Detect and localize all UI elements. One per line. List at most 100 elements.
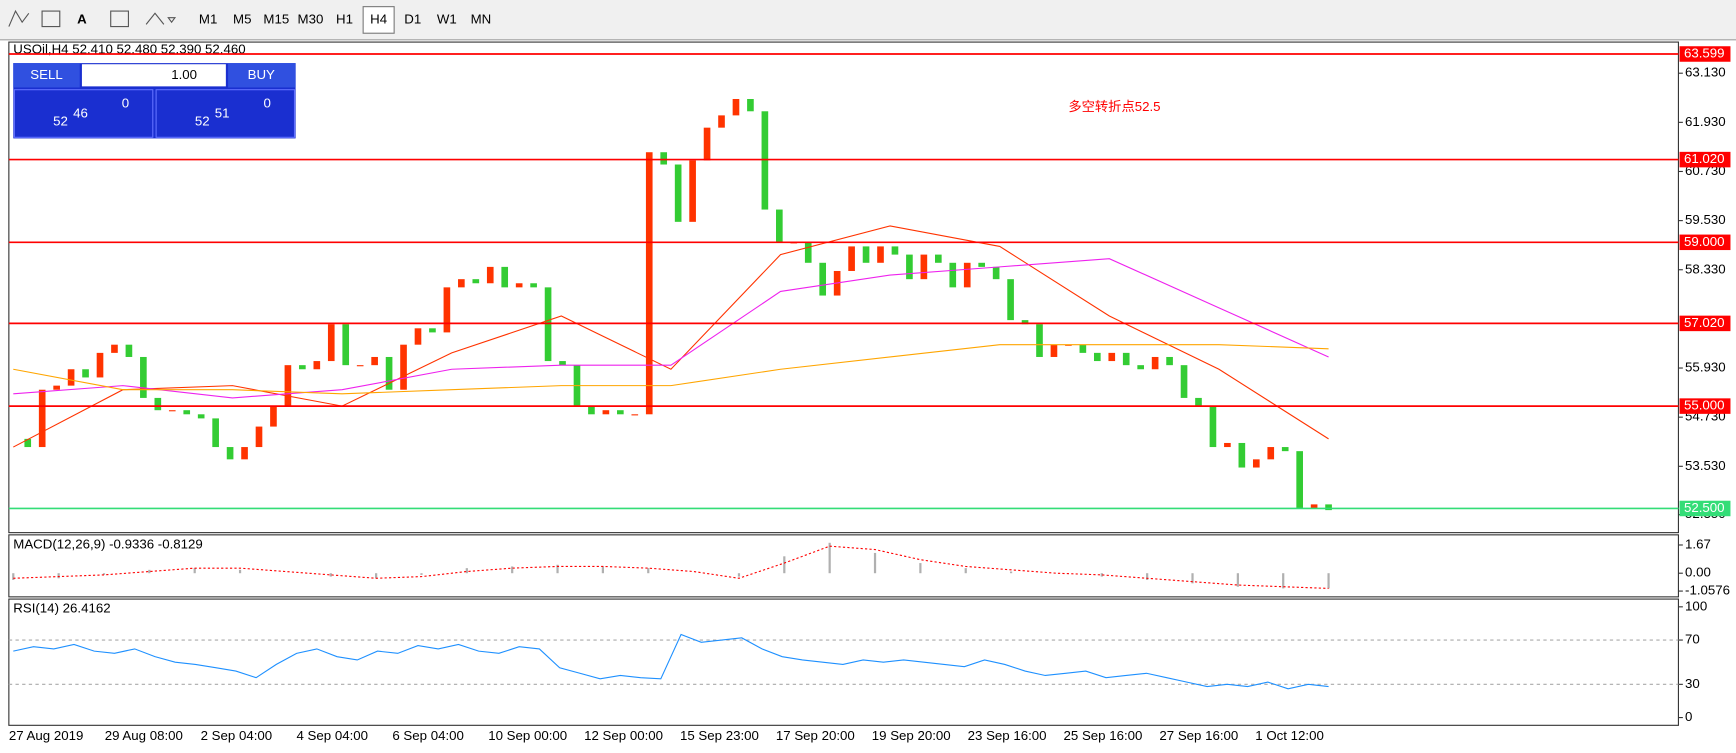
sell-label[interactable]: SELL (30, 67, 62, 82)
icon-label[interactable] (110, 10, 129, 28)
candle (1007, 279, 1014, 321)
candle (906, 254, 913, 280)
toolbar (0, 0, 1736, 40)
x-tick-label: 29 Aug 08:00 (105, 728, 183, 743)
candle (1108, 352, 1116, 362)
sell-button[interactable] (13, 63, 80, 88)
candle (703, 127, 711, 161)
candle (1252, 459, 1260, 468)
candle (588, 406, 595, 415)
candle (559, 361, 566, 366)
y-tick-label: 0.00 (1685, 565, 1711, 580)
y-tick-label: 30 (1685, 676, 1700, 691)
timeframe-button[interactable]: D1 (404, 11, 421, 26)
candle (385, 356, 393, 390)
macd-signal (13, 545, 1329, 589)
buy-label[interactable]: BUY (248, 67, 275, 82)
x-tick-label: 19 Sep 20:00 (872, 728, 951, 743)
candle (1238, 442, 1246, 468)
candle (1021, 320, 1029, 325)
timeframe-button[interactable]: MN (471, 11, 492, 26)
symbol-header: USOil,H4 52.410 52.480 52.390 52.460 (13, 41, 245, 56)
candle (429, 328, 436, 333)
candle (877, 246, 884, 263)
candle (313, 361, 321, 370)
timeframe-button[interactable]: M5 (233, 11, 251, 26)
x-tick-label: 27 Aug 2019 (9, 728, 84, 743)
candle (241, 447, 248, 460)
candle (284, 365, 292, 407)
candle (602, 410, 610, 415)
candle (356, 365, 364, 367)
candle (197, 414, 205, 419)
candle (154, 397, 162, 411)
icon-indicators[interactable] (8, 9, 30, 27)
candle (96, 352, 104, 378)
y-tick-label: 70 (1685, 632, 1700, 647)
candle (1137, 365, 1144, 370)
candle (1050, 344, 1058, 357)
main-pane (8, 41, 1679, 534)
trade-panel: SELL 1.00 BUY 52 46 0 52 51 0 (13, 63, 296, 139)
level-label: 57.020 (1684, 315, 1725, 330)
candle (67, 369, 75, 386)
candle (1151, 356, 1159, 370)
timeframe-button[interactable]: M1 (199, 11, 217, 26)
icon-text[interactable]: A (77, 11, 87, 26)
volume[interactable]: 1.00 (171, 67, 197, 82)
candle (183, 410, 191, 415)
timeframe-button[interactable]: H1 (336, 11, 353, 26)
volume-box[interactable] (81, 64, 226, 87)
candle (689, 160, 696, 222)
level-label: 52.500 (1684, 500, 1725, 515)
level-label-bg (1679, 151, 1731, 168)
candle (443, 287, 451, 333)
candle (486, 266, 494, 284)
x-tick-label: 1 Oct 12:00 (1255, 728, 1324, 743)
moving-average (13, 225, 1329, 448)
candle (327, 324, 335, 362)
candle (848, 246, 855, 271)
icon-objects[interactable] (41, 10, 61, 28)
x-tick-label: 27 Sep 16:00 (1159, 728, 1238, 743)
buy-price-box[interactable] (155, 89, 296, 138)
candle (617, 410, 624, 415)
buy-price-small: 0 (264, 96, 271, 111)
x-tick-label: 4 Sep 04:00 (296, 728, 368, 743)
y-tick-label: 1.67 (1685, 537, 1711, 552)
level-label: 59.000 (1684, 234, 1725, 249)
level-label: 55.000 (1684, 398, 1725, 413)
candle (501, 266, 509, 288)
candle (1281, 447, 1289, 452)
candle (82, 369, 89, 378)
candle (472, 279, 480, 284)
sell-price-box[interactable] (13, 89, 154, 138)
level-label-bg (1679, 46, 1731, 62)
timeframe-button[interactable]: W1 (437, 11, 457, 26)
candle (1079, 344, 1087, 353)
rsi-pane (8, 598, 1679, 726)
candle (992, 266, 1000, 280)
timeframe-button[interactable]: M15 (263, 11, 289, 26)
candle (140, 356, 147, 398)
timeframe-button[interactable]: H4 (370, 11, 387, 26)
candle (718, 115, 725, 128)
candle (414, 328, 422, 345)
x-tick-label: 2 Sep 04:00 (201, 728, 273, 743)
timeframe-button[interactable]: M30 (298, 11, 324, 26)
toolbar-icons: A (8, 9, 177, 28)
moving-average (13, 258, 1329, 399)
candle (1093, 352, 1101, 362)
buy-button[interactable] (228, 63, 296, 88)
icon-arrows[interactable] (145, 12, 177, 25)
candle (1209, 406, 1217, 448)
candle (111, 344, 118, 353)
x-tick-label: 10 Sep 00:00 (488, 728, 567, 743)
candle (226, 447, 234, 460)
candle (1180, 365, 1188, 398)
sell-price-small: 0 (122, 96, 129, 111)
level-label-bg (1679, 234, 1731, 251)
candle (935, 254, 942, 263)
candle (660, 152, 668, 165)
